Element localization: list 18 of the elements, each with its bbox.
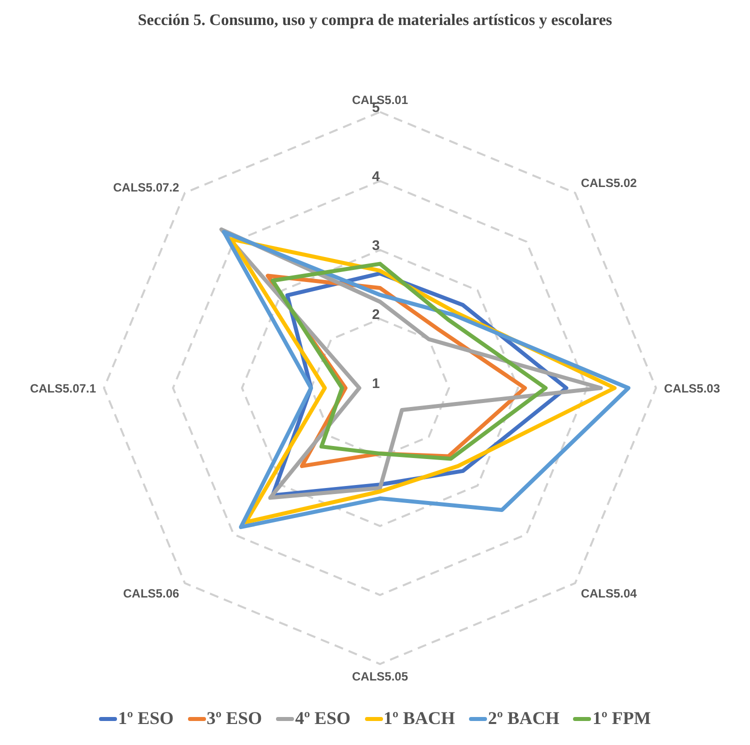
legend-label: 2º BACH [488,708,560,729]
spoke-label: CALS5.07.1 [30,381,96,396]
chart-title: Sección 5. Consumo, uso y compra de materiales artísticos y escolares [136,12,614,30]
legend-label: 1º BACH [384,708,455,729]
spoke-label: CALS5.06 [123,586,180,600]
legend-label: 4º ESO [295,708,351,729]
legend-label: 1º FPM [592,708,651,729]
spoke-label: CALS5.07.2 [113,180,180,194]
legend-label: 1º ESO [118,708,174,729]
y-tick-label: 2 [372,306,380,322]
legend-label: 3º ESO [206,708,262,729]
spoke-label: CALS5.05 [352,670,408,684]
spoke-label: CALS5.03 [664,381,720,396]
y-tick-label: 1 [372,375,380,391]
spoke-label: CALS5.04 [580,586,638,600]
y-tick-label: 4 [372,168,380,184]
spoke-label: CALS5.02 [580,176,638,190]
y-tick-label: 3 [372,237,380,253]
